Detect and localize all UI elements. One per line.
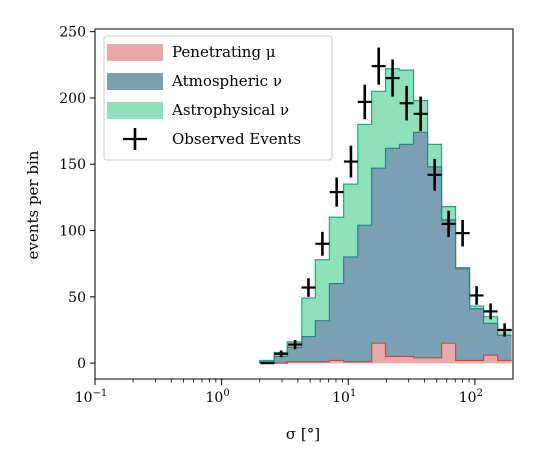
legend-swatch — [107, 44, 163, 61]
plot-frame — [94, 28, 514, 380]
y-tick-label: 200 — [59, 91, 86, 107]
observed-point — [399, 86, 414, 121]
observed-point — [371, 47, 386, 85]
observed-point — [274, 350, 289, 358]
legend-item-penetrating: Penetrating μ — [107, 43, 276, 61]
histogram-layer — [259, 68, 512, 364]
y-axis-label: events per bin — [24, 150, 42, 259]
series-penetrating-fill — [259, 343, 512, 364]
observed-point — [315, 231, 330, 256]
observed-point — [288, 339, 303, 350]
y-tick-label: 100 — [59, 224, 86, 240]
series-penetrating-edge — [259, 342, 512, 364]
legend-item-atmospheric: Atmospheric ν — [107, 72, 282, 90]
observed-point — [343, 145, 358, 178]
observed-point — [483, 303, 498, 320]
observed-points-layer — [260, 47, 512, 365]
x-tick-label: 100 — [206, 388, 230, 406]
y-tick-label: 250 — [59, 25, 86, 41]
legend-label: Astrophysical ν — [171, 101, 289, 119]
observed-point — [357, 84, 372, 120]
y-tick-label: 150 — [59, 157, 86, 173]
y-tick-label: 50 — [68, 290, 86, 306]
observed-point — [329, 177, 344, 207]
legend-label: Observed Events — [172, 130, 301, 148]
legend-swatch — [107, 102, 163, 119]
series-atmospheric-edge — [259, 131, 512, 364]
observed-point — [469, 286, 484, 305]
observed-point — [455, 219, 470, 247]
y-tick-label: 0 — [77, 356, 86, 372]
x-tick-label: 101 — [332, 388, 356, 406]
x-axis-label: σ [°] — [286, 425, 320, 443]
legend-item-observed: Observed Events — [123, 128, 301, 150]
legend-swatch — [107, 73, 163, 90]
observed-point — [497, 323, 512, 337]
series-atmospheric-fill — [259, 132, 512, 364]
legend-label: Penetrating μ — [172, 43, 276, 61]
observed-point — [385, 59, 400, 97]
observed-point — [301, 278, 316, 297]
legend: Penetrating μ Atmospheric ν Astrophysical … — [103, 35, 333, 161]
x-tick-label: 102 — [459, 388, 483, 406]
legend-label: Atmospheric ν — [171, 72, 282, 90]
legend-item-astrophysical: Astrophysical ν — [107, 101, 289, 119]
observed-point — [413, 96, 428, 132]
axes: 0 50 100 150 200 250 10−1 100 101 102 — [59, 25, 514, 406]
observed-point — [441, 210, 456, 238]
observed-point — [427, 158, 442, 191]
legend-box — [103, 35, 333, 161]
x-tick-label: 10−1 — [75, 388, 108, 406]
